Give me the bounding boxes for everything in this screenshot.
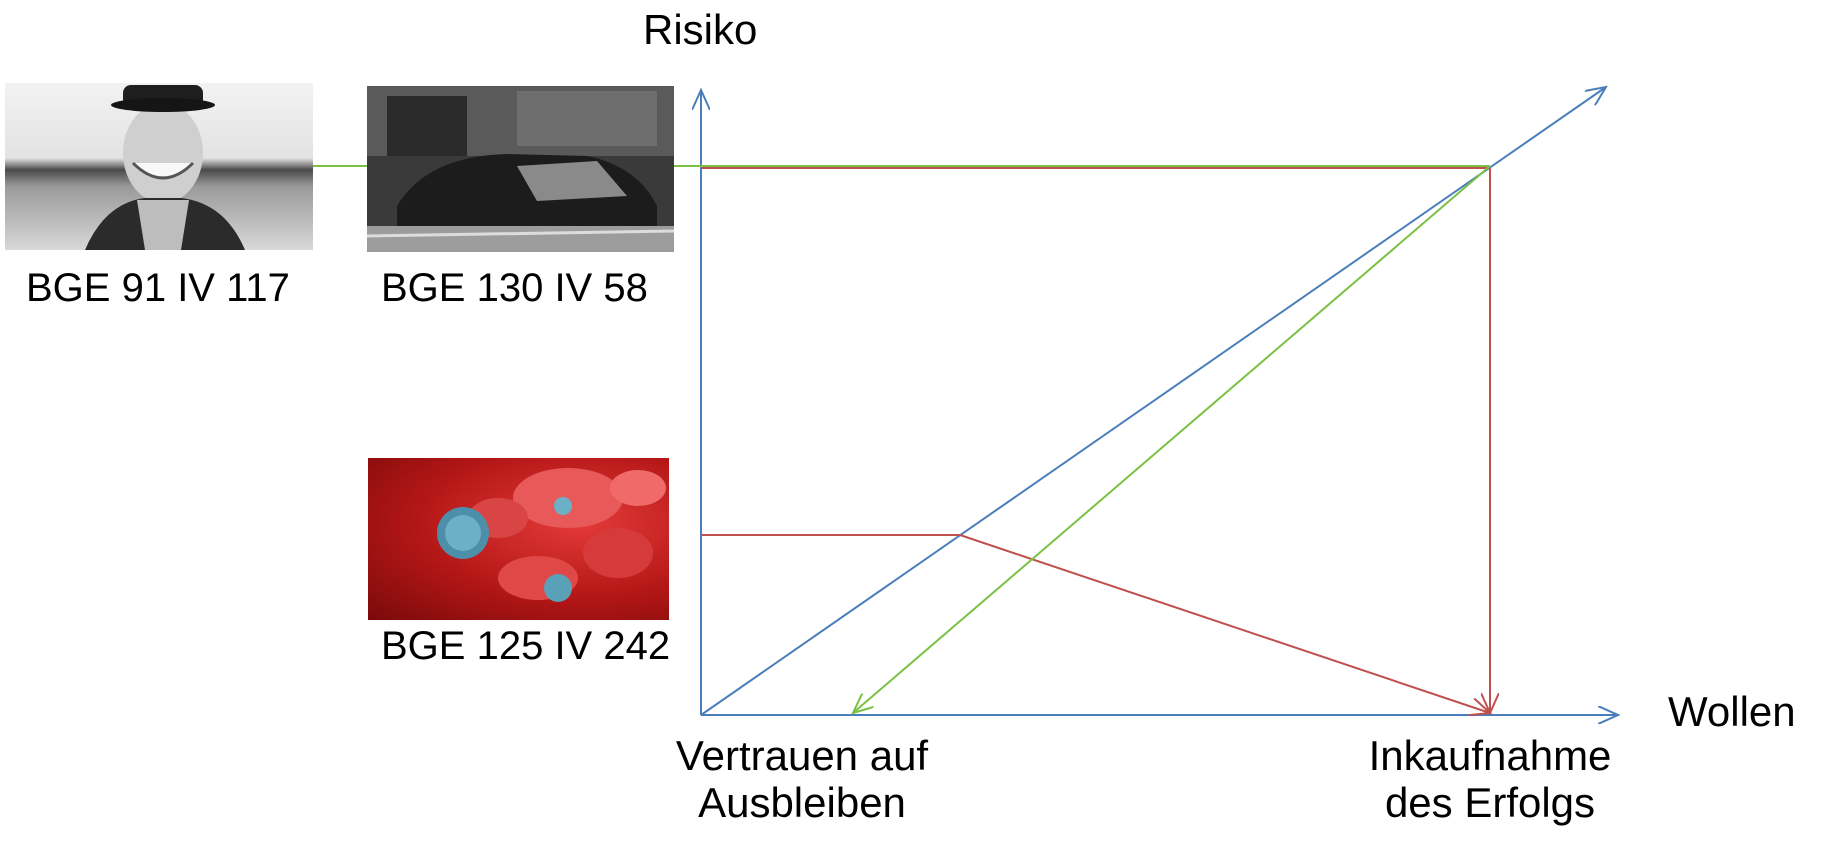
x-axis-label: Wollen	[1668, 688, 1796, 735]
y-axis-label: Risiko	[643, 6, 758, 53]
portrait-image	[5, 83, 313, 250]
x-right-label-line2: des Erfolgs	[1384, 779, 1596, 827]
car-crash-image	[367, 86, 674, 252]
diagonal-axis	[700, 87, 1606, 716]
red-diagonal-arrow	[959, 534, 1490, 713]
case-caption-3: BGE 125 IV 242	[381, 624, 671, 668]
blood-cells-image	[368, 458, 669, 620]
x-right-label-line1: Inkaufnahme	[1368, 732, 1612, 779]
x-left-label: Vertrauen auf Ausbleiben	[652, 732, 952, 826]
case-caption-2: BGE 130 IV 58	[381, 266, 648, 310]
case-caption-1: BGE 91 IV 117	[26, 266, 290, 310]
x-left-label-line2: Ausbleiben	[698, 779, 906, 827]
green-diagonal-arrow	[853, 165, 1491, 713]
x-left-label-line1: Vertrauen auf	[675, 732, 929, 779]
x-right-label: Inkaufnahme des Erfolgs	[1340, 732, 1640, 826]
